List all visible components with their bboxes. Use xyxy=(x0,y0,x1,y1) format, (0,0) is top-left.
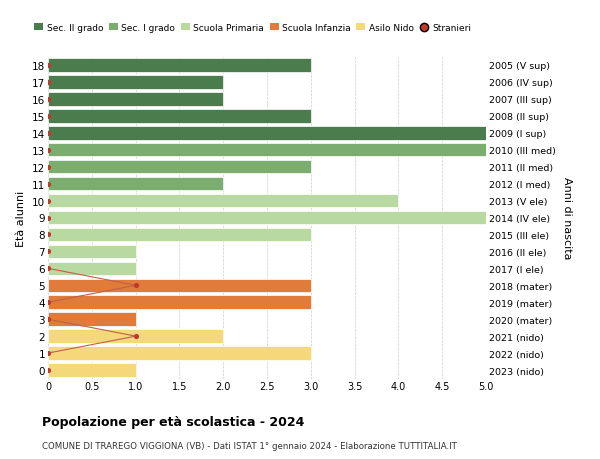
Bar xyxy=(48,279,311,292)
Bar xyxy=(48,76,223,90)
Text: COMUNE DI TRAREGO VIGGIONA (VB) - Dati ISTAT 1° gennaio 2024 - Elaborazione TUTT: COMUNE DI TRAREGO VIGGIONA (VB) - Dati I… xyxy=(42,441,457,450)
Legend: Sec. II grado, Sec. I grado, Scuola Primaria, Scuola Infanzia, Asilo Nido, Stran: Sec. II grado, Sec. I grado, Scuola Prim… xyxy=(31,20,475,36)
Point xyxy=(43,248,53,256)
Point xyxy=(43,130,53,137)
Point xyxy=(43,316,53,323)
Point xyxy=(43,62,53,69)
Point xyxy=(43,231,53,239)
Point xyxy=(43,163,53,171)
Point xyxy=(43,96,53,103)
Point xyxy=(43,265,53,273)
Bar xyxy=(48,245,136,258)
Point xyxy=(43,197,53,205)
Bar xyxy=(48,93,223,106)
Bar xyxy=(48,110,311,123)
Text: Popolazione per età scolastica - 2024: Popolazione per età scolastica - 2024 xyxy=(42,415,304,428)
Point xyxy=(43,367,53,374)
Bar xyxy=(48,127,486,140)
Point xyxy=(43,350,53,357)
Bar xyxy=(48,296,311,309)
Point xyxy=(131,282,140,289)
Bar xyxy=(48,211,486,225)
Point xyxy=(43,147,53,154)
Point xyxy=(131,333,140,340)
Bar xyxy=(48,161,311,174)
Point xyxy=(43,113,53,120)
Bar xyxy=(48,228,311,242)
Bar xyxy=(48,262,136,275)
Bar xyxy=(48,178,223,191)
Point xyxy=(43,79,53,86)
Bar xyxy=(48,313,136,326)
Point xyxy=(43,214,53,222)
Bar xyxy=(48,59,311,73)
Bar xyxy=(48,347,311,360)
Y-axis label: Anni di nascita: Anni di nascita xyxy=(562,177,572,259)
Point xyxy=(43,180,53,188)
Bar xyxy=(48,144,486,157)
Y-axis label: Età alunni: Età alunni xyxy=(16,190,26,246)
Bar xyxy=(48,364,136,377)
Bar xyxy=(48,194,398,208)
Bar xyxy=(48,330,223,343)
Point xyxy=(43,299,53,306)
